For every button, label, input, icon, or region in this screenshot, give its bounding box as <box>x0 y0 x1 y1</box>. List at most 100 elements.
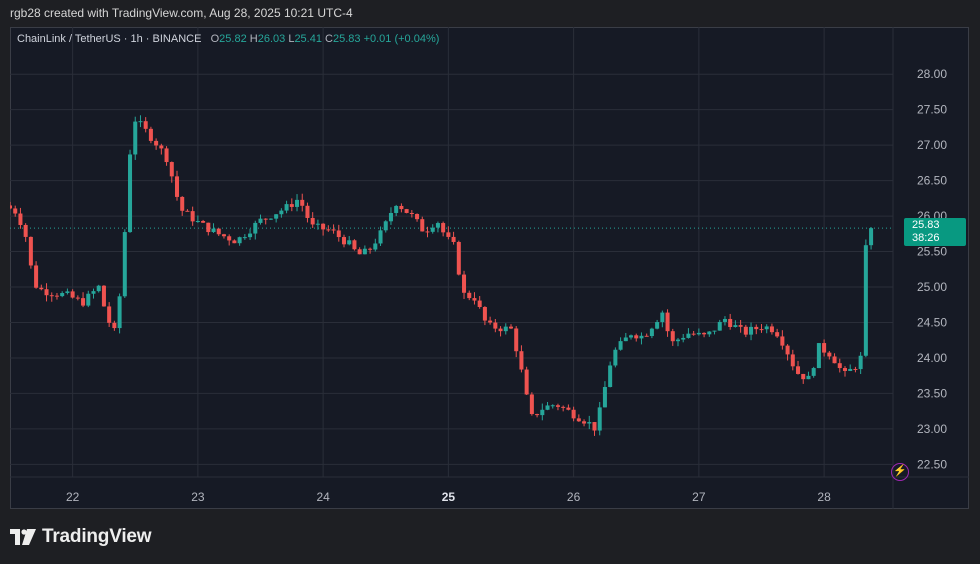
candle-body <box>535 414 540 416</box>
candle-body <box>138 121 143 123</box>
candle-body <box>561 406 566 408</box>
candle-body <box>248 233 253 238</box>
symbol-legend: ChainLink / TetherUS · 1h · BINANCE O 25.… <box>17 33 439 45</box>
time-tick-label: 27 <box>692 490 706 504</box>
candle-body <box>18 213 23 225</box>
tradingview-logo: TradingView <box>10 526 152 548</box>
candle-body <box>764 326 769 330</box>
candle-body <box>216 228 221 235</box>
bar-countdown: 38:26 <box>912 232 940 244</box>
candle-body <box>336 230 341 238</box>
candle-body <box>634 335 639 339</box>
chart-caption: rgb28 created with TradingView.com, Aug … <box>10 6 353 20</box>
candle-body <box>472 298 477 301</box>
time-tick-label: 26 <box>567 490 581 504</box>
candle-body <box>785 345 790 355</box>
candle-body <box>806 375 811 380</box>
candle-body <box>816 343 821 369</box>
candle-body <box>143 121 148 129</box>
price-tick-label: 23.50 <box>917 386 947 400</box>
candle-body <box>665 312 670 332</box>
candle-body <box>300 199 305 206</box>
candle-body <box>242 237 247 239</box>
candle-body <box>107 306 112 323</box>
candle-body <box>759 329 764 331</box>
candle-body <box>148 128 153 141</box>
candle-body <box>279 210 284 215</box>
candle-body <box>503 326 508 332</box>
candle-body <box>675 339 680 342</box>
candle-body <box>315 223 320 225</box>
candle-body <box>362 248 367 255</box>
candle-body <box>832 356 837 364</box>
time-tick-label: 25 <box>442 490 456 504</box>
candle-body <box>853 368 858 370</box>
candle-body <box>796 366 801 374</box>
candle-body <box>749 326 754 335</box>
candle-body <box>801 373 806 380</box>
candle-body <box>655 322 660 329</box>
candle-body <box>321 223 326 230</box>
candle-body <box>190 211 195 222</box>
price-axis[interactable]: 28.0027.5027.0026.5026.0025.5025.0024.50… <box>892 27 947 509</box>
candle-body <box>399 205 404 210</box>
candle-body <box>858 355 863 370</box>
candle-body <box>602 386 607 408</box>
candle-body <box>660 312 665 323</box>
close-label: C <box>325 33 333 45</box>
candle-body <box>769 326 774 333</box>
candle-body <box>733 325 738 327</box>
candle-body <box>101 285 106 307</box>
candle-body <box>618 341 623 350</box>
price-tick-label: 22.50 <box>917 457 947 471</box>
candlestick-chart[interactable]: 28.0027.5027.0026.5026.0025.5025.0024.50… <box>10 27 969 509</box>
symbol-label: ChainLink / TetherUS · 1h · BINANCE <box>17 33 202 45</box>
candle-body <box>253 222 258 234</box>
candle-body <box>848 368 853 371</box>
candle-body <box>75 297 80 299</box>
candle-body <box>696 332 701 335</box>
lightning-icon[interactable]: ⚡ <box>891 463 909 481</box>
candle-body <box>91 291 96 294</box>
candle-body <box>681 337 686 340</box>
candle-body <box>122 232 127 297</box>
candle-body <box>268 218 273 220</box>
candle-body <box>738 325 743 327</box>
candle-body <box>117 296 122 329</box>
last-price-value: 25.83 <box>912 219 940 231</box>
candle-body <box>555 405 560 407</box>
time-axis[interactable]: 22 23 24 25 26 27 28 <box>10 476 969 504</box>
candle-body <box>493 322 498 329</box>
time-tick-label: 23 <box>191 490 205 504</box>
candle-body <box>341 237 347 245</box>
candle-body <box>456 241 461 275</box>
price-tick-label: 23.00 <box>917 422 947 436</box>
candle-body <box>295 199 300 207</box>
high-label: H <box>249 33 258 45</box>
candle-body <box>441 223 446 233</box>
candle-body <box>686 333 691 338</box>
candle-body <box>28 236 33 266</box>
candle-body <box>571 409 576 419</box>
candle-body <box>420 219 425 232</box>
candle-body <box>613 349 618 366</box>
candle-body <box>60 293 65 297</box>
candle-body <box>164 148 169 163</box>
candle-body <box>717 321 722 331</box>
price-tick-label: 28.00 <box>917 67 947 81</box>
candle-body <box>23 224 28 237</box>
candle-body <box>482 307 487 321</box>
open-label: O <box>210 33 220 45</box>
close-value: 25.83 <box>332 33 361 45</box>
price-tick-label: 24.50 <box>917 315 947 329</box>
candle-body <box>65 291 70 294</box>
candle-body <box>425 231 430 233</box>
candle-body <box>811 368 816 376</box>
candle-body <box>10 205 13 209</box>
candle-body <box>357 249 362 255</box>
candle-body <box>514 328 519 352</box>
candle-body <box>373 243 378 250</box>
candle-body <box>133 121 138 155</box>
candle-body <box>326 229 331 231</box>
low-label: L <box>288 33 295 45</box>
